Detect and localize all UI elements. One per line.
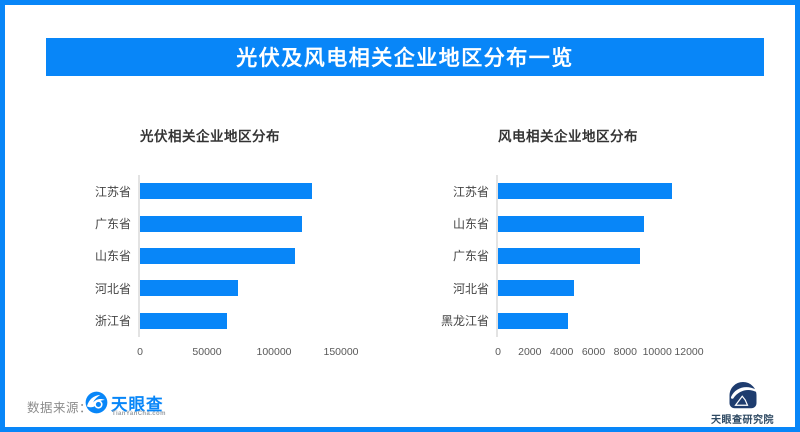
tianyancha-url: TianYanCha.com [112, 411, 166, 417]
x-tick-label: 12000 [674, 346, 704, 358]
chart-row: 山东省 [45, 239, 395, 273]
bar-track [138, 304, 395, 337]
bar [140, 312, 228, 329]
x-tick-label: 0 [495, 346, 501, 358]
x-tick-label: 150000 [323, 346, 359, 358]
chart-row: 广东省 [403, 239, 753, 273]
tianyancha-logo: 天眼查 TianYanCha.com [85, 390, 175, 420]
chart-title: 光伏相关企业地区分布 [140, 129, 280, 144]
eye-wave-icon [85, 391, 108, 414]
institute-logo: 天眼查研究院 [705, 381, 780, 426]
bar [140, 183, 312, 200]
bar [498, 215, 645, 232]
category-label: 河北省 [452, 281, 489, 296]
institute-name: 天眼查研究院 [711, 415, 774, 426]
bar-track [496, 239, 753, 273]
x-tick-label: 4000 [550, 346, 574, 358]
data-source-label: 数据来源： [27, 401, 93, 415]
chart-plot-area: 江苏省山东省广东省河北省黑龙江省 [403, 175, 753, 337]
chart-row: 河北省 [403, 272, 753, 305]
x-tick-label: 2000 [518, 346, 542, 358]
chart-row: 广东省 [45, 207, 395, 240]
chart-row: 江苏省 [403, 175, 753, 208]
chart-row: 河北省 [45, 272, 395, 305]
bar-track [496, 175, 753, 208]
bar-track [496, 207, 753, 240]
bar-track [138, 272, 395, 305]
chart-title: 风电相关企业地区分布 [498, 129, 638, 144]
page-title: 光伏及风电相关企业地区分布一览 [236, 47, 574, 70]
chart-row: 江苏省 [45, 175, 395, 208]
bar [140, 280, 238, 297]
category-label: 江苏省 [94, 184, 131, 199]
bar-track [138, 175, 395, 208]
x-axis: 0 2000 4000 6000 8000 10000 12000 [403, 346, 753, 360]
chart-row: 黑龙江省 [403, 304, 753, 337]
x-tick-label: 100000 [256, 346, 292, 358]
chart-wind-power: 风电相关企业地区分布 江苏省山东省广东省河北省黑龙江省 0 2000 4000 600… [403, 117, 753, 372]
x-tick-label: 0 [137, 346, 143, 358]
category-label: 山东省 [452, 217, 489, 232]
bar [140, 247, 296, 264]
bar-track [496, 272, 753, 305]
chart-plot-area: 江苏省广东省山东省河北省浙江省 [45, 175, 395, 337]
bar-track [138, 207, 395, 240]
bar [498, 312, 568, 329]
x-tick-label: 8000 [613, 346, 637, 358]
bar-track [496, 304, 753, 337]
category-label: 河北省 [94, 281, 131, 296]
chart-photovoltaic: 光伏相关企业地区分布 江苏省广东省山东省河北省浙江省 0 50000 100000 1… [45, 117, 395, 372]
tianyancha-wordmark: 天眼查 [111, 396, 164, 414]
bar [498, 247, 640, 264]
header-banner: 光伏及风电相关企业地区分布一览 [46, 38, 764, 76]
category-label: 黑龙江省 [440, 314, 489, 329]
category-label: 山东省 [94, 249, 131, 264]
category-label: 江苏省 [452, 184, 489, 199]
x-tick-label: 10000 [642, 346, 672, 358]
x-axis: 0 50000 100000 150000 [45, 346, 395, 360]
bar [140, 215, 303, 232]
chart-row: 山东省 [403, 207, 753, 240]
chart-row: 浙江省 [45, 304, 395, 337]
bar [498, 183, 672, 200]
bar [498, 280, 575, 297]
bar-track [138, 239, 395, 273]
x-tick-label: 50000 [192, 346, 222, 358]
category-label: 浙江省 [94, 314, 131, 329]
category-label: 广东省 [94, 217, 131, 232]
category-label: 广东省 [452, 249, 489, 264]
wave-shield-icon [729, 382, 756, 409]
x-tick-label: 6000 [581, 346, 606, 358]
